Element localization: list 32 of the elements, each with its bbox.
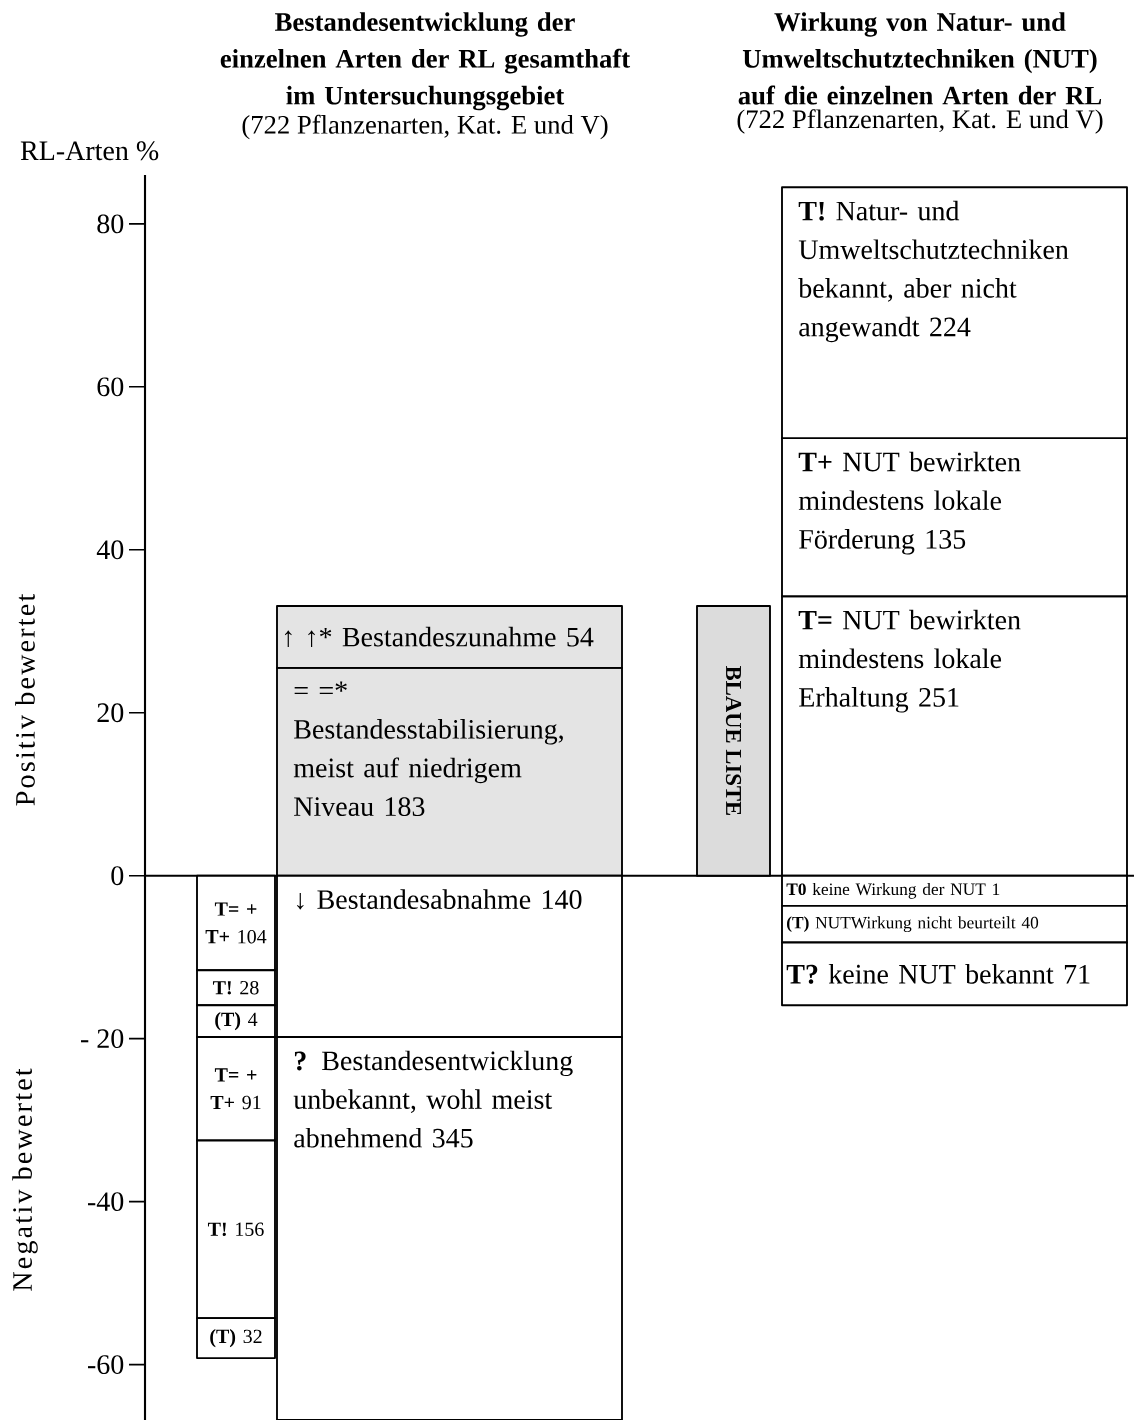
series-label: ↓ Bestandesabnahme 140	[296, 889, 582, 910]
y-tick-label: 0	[111, 866, 124, 886]
y-tick-label: 40	[96, 540, 124, 560]
series-label: (T) 4	[215, 1012, 258, 1031]
series-label: T? keine NUT bekannt 71	[786, 963, 1090, 984]
y-tick-label: - 20	[81, 1029, 124, 1049]
text: (722 Pflanzenarten, Kat. E und V)	[737, 109, 1103, 134]
series-label: (T) NUTWirkung nicht beurteilt 40	[787, 916, 1039, 933]
series-label: T! 28	[212, 980, 259, 995]
y-tick-label: 80	[97, 214, 124, 234]
series-label: (T) 32	[210, 1329, 262, 1348]
y-tick-label: 60	[97, 377, 124, 397]
text: Bestandesentwicklung der einzelnen Arten der RL gesamthaft im Untersuchungsgebiet	[220, 12, 631, 111]
series-label: T+ NUT bewirkten mindestens lokale Förderung 135	[798, 451, 1021, 555]
series-label: T= NUT bewirkten mindestens lokale Erhaltung 251	[798, 609, 1021, 713]
y-tick-label: -40	[88, 1192, 124, 1212]
y-tick-label: 20	[97, 703, 124, 723]
series-label: T! 156	[207, 1222, 264, 1237]
y-axis-title: RL-Arten %	[20, 141, 159, 161]
text: Negativ bewertet	[12, 1068, 38, 1291]
series-label: T0 keine Wirkung der NUT 1	[786, 882, 1000, 899]
text: Positiv bewertet	[15, 593, 35, 806]
y-tick-label: -60	[88, 1355, 124, 1375]
series-label: BLAUE LISTE	[725, 665, 742, 815]
series-label: T= + T+ 104	[205, 902, 267, 944]
series-label: T! Natur- und Umweltschutztechniken bekannt, aber nicht angewandt 224	[798, 200, 1069, 343]
series-label: ? Bestandesentwicklung unbekannt, wohl meist abnehmend 345	[293, 1050, 573, 1148]
series-label: T= + T+ 91	[210, 1068, 261, 1110]
text: Wirkung von Natur- und Umweltschutztechniken (NUT) auf die einzelnen Arten der RL	[738, 12, 1102, 105]
series-label: = =* Bestandesstabilisierung, meist auf niedrigem Niveau 183	[293, 681, 563, 817]
text: (722 Pflanzenarten, Kat. E und V)	[242, 114, 608, 140]
series-label: ↑ ↑* Bestandeszunahme 54	[284, 626, 594, 648]
